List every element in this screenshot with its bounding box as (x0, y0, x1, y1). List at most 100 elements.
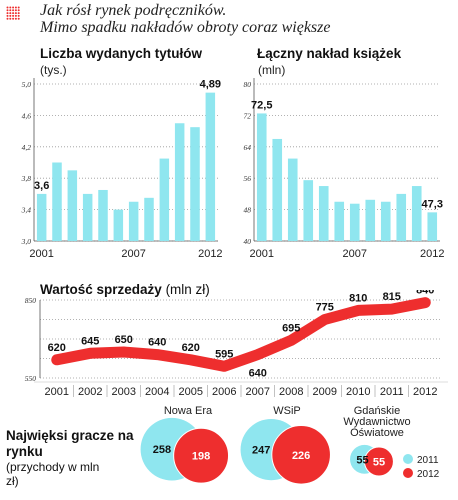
titles-ytick-label: 4,6 (22, 111, 32, 120)
sales-xtick-label: 2009 (313, 386, 337, 398)
icon-dot (6, 6, 9, 9)
sales-value-label: 840 (416, 290, 434, 297)
icon-dot (9, 17, 12, 20)
titles-chart-unit: (tys.) (40, 63, 67, 77)
copies-bar (349, 203, 360, 241)
titles-bar (36, 193, 47, 241)
legend-label-2012: 2012 (417, 469, 440, 480)
titles-bar (174, 123, 185, 241)
icon-dot (17, 17, 20, 20)
icon-dot (14, 17, 17, 20)
titles-xtick-label: 2001 (29, 248, 53, 260)
sales-ytick-label: 550 (25, 374, 37, 383)
titles-bar-chart: 3,0 3,4 3,8 4,2 4,6 5,0 3,6 4,89 2001 2007 2012 (21, 78, 223, 260)
icon-dot (17, 6, 20, 9)
icon-dot (17, 12, 20, 15)
chart-title: Jak rósł rynek podręczników. Mimo spadku… (40, 2, 330, 36)
icon-dot (12, 9, 15, 12)
chart-title-line-1: Jak rósł rynek podręczników. (40, 2, 227, 19)
sales-xtick-label: 2010 (346, 386, 370, 398)
copies-bar (427, 212, 438, 241)
sales-xtick-label: 2008 (279, 386, 303, 398)
bubble-value-2012: 55 (373, 456, 385, 468)
players-bubble-chart: 258 198 Nowa Era 247 226 WSiP 55 55 GdańskieWyda… (140, 405, 440, 485)
company-name: Gdańskie (354, 405, 400, 417)
copies-bar (256, 113, 267, 241)
icon-dot (14, 12, 17, 15)
sales-value-label: 620 (48, 342, 66, 354)
icon-dot (12, 14, 15, 17)
sales-xtick-label: 2004 (145, 386, 169, 398)
titles-bar (159, 158, 170, 241)
sales-xtick-label: 2003 (112, 386, 136, 398)
bubble-2012 (271, 424, 331, 485)
copies-ytick-label: 48 (244, 206, 252, 215)
copies-ytick-label: 80 (244, 80, 252, 89)
icon-dot (12, 17, 15, 20)
bubble-value-2012: 226 (292, 450, 310, 462)
sales-value-label: 810 (349, 292, 367, 304)
titles-ytick-label: 3,4 (21, 206, 32, 215)
icon-dot (14, 9, 17, 12)
company-name: Oświatowe (350, 427, 404, 439)
legend-swatch-2011 (403, 454, 413, 464)
titles-xtick-label: 2012 (198, 248, 222, 260)
copies-bar (272, 138, 283, 241)
icon-dot (17, 9, 20, 12)
sales-value-label: 815 (383, 291, 401, 303)
sales-xtick-label: 2006 (212, 386, 236, 398)
titles-bar (82, 193, 93, 241)
icon-dot (6, 14, 9, 17)
copies-xtick-label: 2012 (420, 248, 444, 260)
sales-value-label: 620 (182, 342, 200, 354)
sales-xtick-label: 2007 (246, 386, 270, 398)
icon-dot (6, 12, 9, 15)
players-title: Najwięksi gracze na rynku (6, 428, 134, 459)
titles-value-label-last: 4,89 (200, 79, 221, 91)
icon-dot (14, 14, 17, 17)
icon-dot (12, 12, 15, 15)
players-unit: (przychody w mln zł) (6, 460, 100, 488)
titles-bar (67, 170, 78, 241)
sales-value-label: 595 (215, 348, 233, 360)
icon-dot (9, 14, 12, 17)
titles-ytick-label: 3,8 (21, 174, 32, 183)
copies-value-label-last: 47,3 (422, 198, 443, 210)
bubble-value-2011: 247 (252, 445, 270, 457)
copies-value-label-first: 72,5 (251, 99, 272, 111)
sales-value-label: 640 (148, 337, 166, 349)
legend-swatch-2012 (403, 468, 413, 478)
bubble-value-2011: 258 (153, 444, 171, 456)
copies-bar (287, 158, 298, 241)
sales-xtick-label: 2011 (380, 386, 404, 398)
sales-value-label: 640 (249, 368, 267, 380)
sales-xtick-label: 2002 (78, 386, 102, 398)
copies-ytick-label: 72 (244, 111, 252, 120)
copies-bar (380, 201, 391, 241)
titles-ytick-label: 5,0 (22, 80, 32, 89)
copies-bar (303, 180, 314, 241)
sales-series-line (51, 297, 431, 372)
sales-value-label: 775 (316, 302, 334, 314)
sales-chart-unit: (mln zł) (165, 282, 210, 297)
sales-ytick-label: 850 (25, 296, 37, 305)
titles-chart-title: Liczba wydanych tytułów (40, 46, 203, 61)
icon-dot (9, 9, 12, 12)
sales-xtick-label: 2012 (413, 386, 437, 398)
icon-dot (12, 6, 15, 9)
dotted-grid-icon (6, 6, 20, 20)
copies-xtick-label: 2007 (343, 248, 367, 260)
titles-bar (144, 197, 154, 241)
titles-ytick-label: 4,2 (22, 143, 32, 152)
titles-ytick-label: 3,0 (21, 237, 32, 246)
copies-xtick-label: 2001 (250, 248, 274, 260)
copies-bar (365, 199, 376, 241)
chart-title-line-2: Mimo spadku nakładów obroty coraz większ… (40, 19, 331, 36)
sales-chart-title: Wartość sprzedaży (40, 282, 162, 297)
sales-line-chart: 850 550 620 645 650 640 620 595 640 695 775 810 815 8… (25, 290, 448, 398)
icon-dot (17, 14, 20, 17)
sales-value-label: 695 (282, 322, 300, 334)
titles-bar (113, 209, 124, 241)
copies-ytick-label: 64 (244, 143, 252, 152)
company-name: Nowa Era (164, 405, 213, 417)
